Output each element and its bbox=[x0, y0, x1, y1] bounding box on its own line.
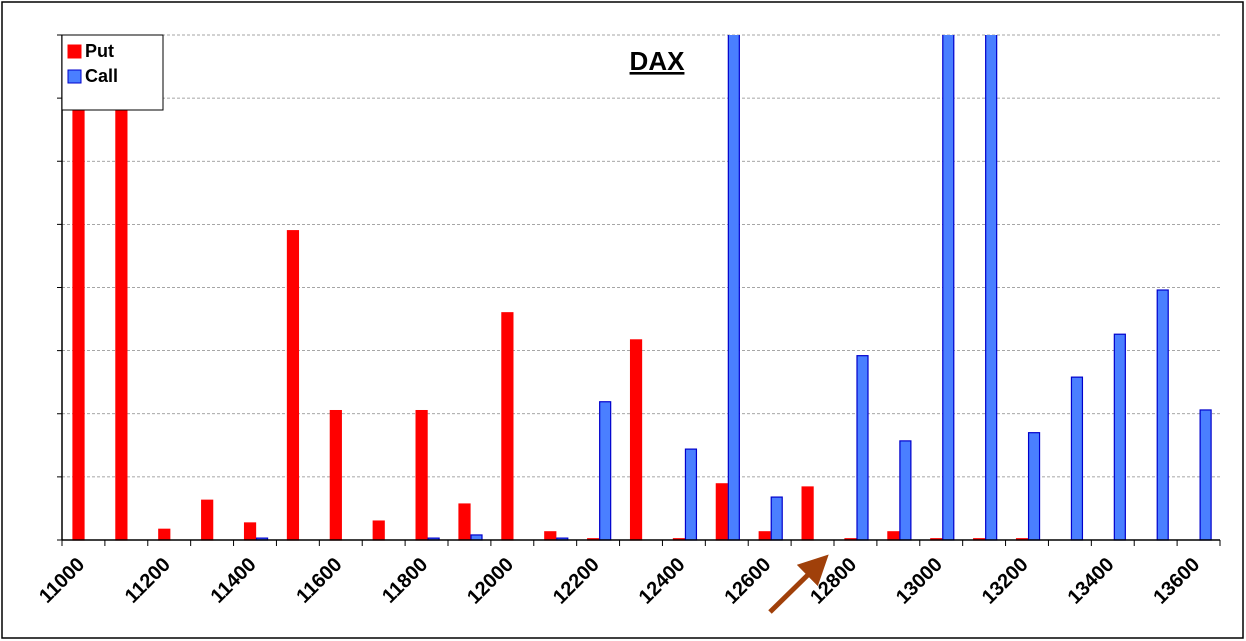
legend-label: Call bbox=[85, 66, 118, 86]
bar bbox=[942, 35, 955, 541]
bar bbox=[887, 531, 900, 541]
legend: Put Call bbox=[61, 34, 164, 111]
bar bbox=[501, 312, 514, 541]
bar bbox=[770, 496, 783, 541]
bar bbox=[684, 448, 698, 541]
bar bbox=[458, 503, 471, 541]
bar bbox=[158, 528, 171, 541]
bar bbox=[599, 401, 612, 541]
chart-title: DAX bbox=[630, 46, 686, 76]
grid bbox=[62, 34, 1220, 541]
legend-label: Put bbox=[85, 41, 114, 61]
bar bbox=[715, 483, 728, 541]
bar bbox=[801, 486, 814, 541]
bar bbox=[985, 35, 998, 541]
bar bbox=[544, 531, 557, 541]
bar bbox=[1199, 409, 1212, 541]
bars bbox=[72, 35, 1212, 541]
arrow bbox=[768, 554, 829, 614]
bar bbox=[1070, 376, 1084, 541]
bar bbox=[372, 520, 385, 541]
bar bbox=[201, 499, 214, 541]
bar bbox=[1113, 333, 1126, 541]
bar bbox=[727, 35, 740, 541]
legend-swatch bbox=[67, 44, 82, 59]
bar bbox=[243, 522, 257, 541]
bar bbox=[758, 531, 771, 541]
bar bbox=[1027, 432, 1041, 541]
bar bbox=[470, 534, 483, 541]
bar bbox=[286, 230, 300, 541]
bar bbox=[899, 440, 912, 541]
bar bbox=[856, 355, 869, 541]
legend-swatch bbox=[67, 69, 82, 84]
bar bbox=[329, 409, 342, 541]
bar bbox=[415, 409, 428, 541]
bar bbox=[629, 339, 643, 541]
bar bbox=[1156, 289, 1169, 541]
